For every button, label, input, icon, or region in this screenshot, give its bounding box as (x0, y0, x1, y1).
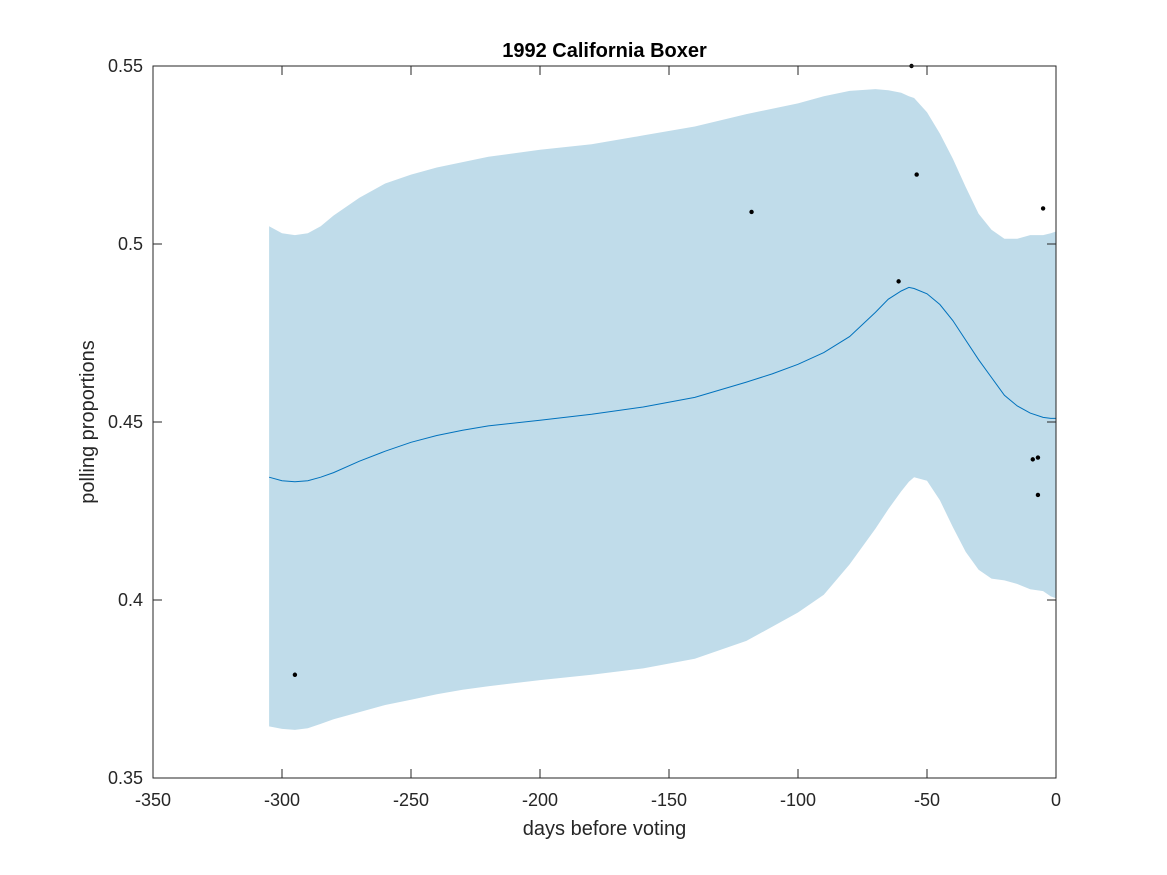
y-tick-label: 0.35 (108, 768, 143, 788)
y-tick-label: 0.55 (108, 56, 143, 76)
x-tick-label: -100 (780, 790, 816, 810)
data-point (1040, 206, 1046, 211)
x-tick-label: -350 (135, 790, 171, 810)
x-tick-label: -150 (651, 790, 687, 810)
y-tick-label: 0.4 (118, 590, 143, 610)
x-tick-label: -300 (264, 790, 300, 810)
x-tick-label: -50 (914, 790, 940, 810)
plot-area (268, 63, 1057, 730)
y-axis: 0.35 0.4 0.45 0.5 0.55 (108, 56, 1056, 788)
data-point (1035, 455, 1041, 460)
y-tick-label: 0.5 (118, 234, 143, 254)
x-tick-label: 0 (1051, 790, 1061, 810)
data-point (1035, 492, 1041, 498)
confidence-band (269, 89, 1057, 730)
y-tick-label: 0.45 (108, 412, 143, 432)
chart-title: 1992 California Boxer (502, 40, 707, 62)
x-tick-label: -200 (522, 790, 558, 810)
data-point (292, 672, 298, 677)
data-point (1030, 457, 1035, 462)
x-axis-label: days before voting (523, 818, 686, 840)
data-point (749, 209, 754, 215)
mean-line (268, 286, 1056, 483)
data-points (292, 63, 1046, 677)
x-axis: -350 -300 -250 -200 -150 -100 -50 0 (135, 66, 1061, 810)
data-point (914, 172, 919, 177)
y-axis-label: polling proportions (77, 340, 99, 503)
data-point (896, 279, 901, 284)
x-tick-label: -250 (393, 790, 429, 810)
